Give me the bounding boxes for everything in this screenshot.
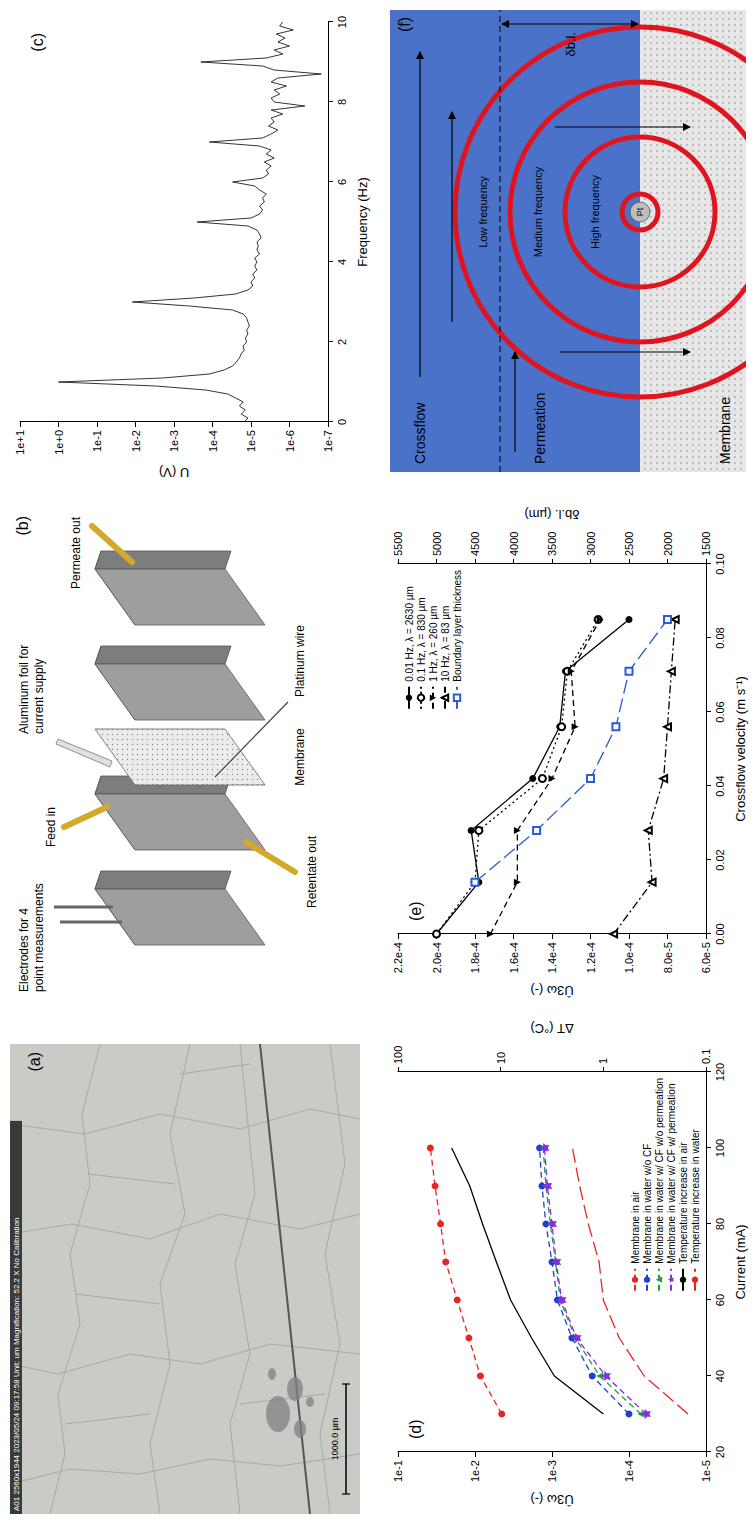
svg-text:(d): (d) [407,1419,424,1439]
svg-text:U (V): U (V) [159,465,189,480]
svg-text:Membrane in air: Membrane in air [630,1191,641,1264]
svg-text:1.8e-4: 1.8e-4 [469,942,481,973]
svg-text:1e-1: 1e-1 [91,430,103,452]
svg-text:current supply: current supply [32,659,46,734]
svg-text:0.00: 0.00 [714,923,726,944]
svg-text:8: 8 [336,99,348,105]
svg-text:1 Hz, λ = 260 µm: 1 Hz, λ = 260 µm [428,606,439,682]
svg-text:1e+0: 1e+0 [53,430,65,455]
svg-text:A01 2560x1944 2023/05/24 09:17: A01 2560x1944 2023/05/24 09:17:58 Unit: … [12,1217,21,1511]
svg-text:1e-7: 1e-7 [322,430,334,452]
svg-text:2500: 2500 [623,532,635,556]
svg-text:Low frequency: Low frequency [477,176,489,248]
svg-text:1.6e-4: 1.6e-4 [508,942,520,973]
svg-text:80: 80 [714,1218,726,1230]
svg-text:Platinum wire: Platinum wire [293,625,307,697]
svg-text:120: 120 [714,1063,726,1081]
svg-text:δb.l.: δb.l. [563,32,578,57]
svg-text:4000: 4000 [508,532,520,556]
svg-text:0.01 Hz, λ = 2630 µm: 0.01 Hz, λ = 2630 µm [404,586,415,682]
svg-text:Pt: Pt [635,207,645,216]
svg-text:Membrane: Membrane [717,397,733,464]
svg-text:0.06: 0.06 [714,701,726,722]
svg-text:1e-3: 1e-3 [168,430,180,452]
svg-text:1e-5: 1e-5 [700,1460,712,1482]
svg-text:Membrane in water w/ CF w/ per: Membrane in water w/ CF w/ permeation [666,1084,677,1264]
svg-text:Temperature increase in air: Temperature increase in air [678,1142,689,1264]
svg-text:Û3ω (-): Û3ω (-) [530,983,573,998]
svg-text:Retentate out: Retentate out [305,835,319,908]
svg-text:2000: 2000 [662,532,674,556]
svg-text:Feed in: Feed in [44,807,58,847]
svg-text:1e-5: 1e-5 [245,430,257,452]
svg-text:0.1: 0.1 [700,1049,712,1064]
svg-text:4500: 4500 [469,532,481,556]
svg-text:Permeate out: Permeate out [69,516,83,589]
svg-text:point measurements: point measurements [32,883,46,992]
svg-text:1e+1: 1e+1 [14,430,26,455]
svg-text:1e-6: 1e-6 [284,430,296,452]
svg-text:Electrodes for 4: Electrodes for 4 [17,908,31,992]
svg-text:Û3ω (-): Û3ω (-) [530,1492,573,1507]
svg-text:60: 60 [714,1294,726,1306]
svg-text:High frequency: High frequency [589,175,601,249]
svg-text:Boundary layer thickness: Boundary layer thickness [452,570,463,682]
svg-text:6: 6 [336,179,348,185]
svg-text:0.02: 0.02 [714,849,726,870]
svg-text:1e-4: 1e-4 [623,1460,635,1482]
svg-text:1e-2: 1e-2 [130,430,142,452]
svg-text:Medium frequency: Medium frequency [532,166,544,257]
svg-text:100: 100 [392,1046,404,1064]
svg-text:2.0e-4: 2.0e-4 [431,942,443,973]
svg-text:3000: 3000 [585,532,597,556]
svg-text:δb.l. (µm): δb.l. (µm) [524,507,579,522]
svg-text:1000.0 µm: 1000.0 µm [330,1418,340,1461]
svg-text:1e-2: 1e-2 [469,1460,481,1482]
svg-text:2: 2 [336,339,348,345]
svg-text:10 Hz, λ = 83 µm: 10 Hz, λ = 83 µm [440,606,451,682]
svg-text:Crossflow: Crossflow [412,402,428,464]
svg-text:2.2e-4: 2.2e-4 [392,942,404,973]
svg-text:0.10: 0.10 [714,553,726,574]
svg-text:6.0e-5: 6.0e-5 [700,942,712,973]
svg-text:4: 4 [336,259,348,265]
svg-text:0.04: 0.04 [714,775,726,796]
svg-text:(a): (a) [26,1052,43,1072]
svg-text:5500: 5500 [392,532,404,556]
svg-text:Crossflow velocity (m s⁻¹): Crossflow velocity (m s⁻¹) [733,676,748,822]
svg-text:(e): (e) [407,901,424,921]
svg-text:1500: 1500 [700,532,712,556]
svg-text:3500: 3500 [546,532,558,556]
svg-text:Membrane: Membrane [293,728,307,786]
svg-text:1e-1: 1e-1 [392,1460,404,1482]
svg-text:40: 40 [714,1370,726,1382]
svg-text:(c): (c) [29,33,46,52]
svg-text:Membrane in water w/ CF w/o pe: Membrane in water w/ CF w/o permeation [654,1078,665,1264]
svg-text:1: 1 [597,1058,609,1064]
svg-text:1e-3: 1e-3 [546,1460,558,1482]
svg-text:1e-4: 1e-4 [207,430,219,452]
svg-text:1.4e-4: 1.4e-4 [546,942,558,973]
svg-text:0.1 Hz, λ = 830 µm: 0.1 Hz, λ = 830 µm [416,597,427,681]
svg-text:10: 10 [495,1052,507,1064]
svg-text:1.0e-4: 1.0e-4 [623,942,635,973]
svg-text:10: 10 [336,16,348,28]
svg-text:Current (mA): Current (mA) [733,1224,748,1299]
svg-text:Membrane in water w/o CF: Membrane in water w/o CF [642,1144,653,1264]
svg-text:Temperature increase in water: Temperature increase in water [690,1128,701,1263]
svg-text:1.2e-4: 1.2e-4 [585,942,597,973]
svg-text:Frequency (Hz): Frequency (Hz) [355,177,370,267]
svg-text:Aluminum foil for: Aluminum foil for [17,645,31,734]
svg-text:(b): (b) [14,516,31,536]
svg-text:Permeation: Permeation [532,392,548,464]
svg-text:20: 20 [714,1446,726,1458]
svg-text:5000: 5000 [431,532,443,556]
svg-text:0.08: 0.08 [714,627,726,648]
svg-text:0: 0 [336,419,348,425]
svg-text:(f): (f) [396,17,413,32]
svg-text:100: 100 [714,1139,726,1157]
svg-text:ΔT (°C): ΔT (°C) [530,1021,573,1036]
svg-text:8.0e-5: 8.0e-5 [662,942,674,973]
